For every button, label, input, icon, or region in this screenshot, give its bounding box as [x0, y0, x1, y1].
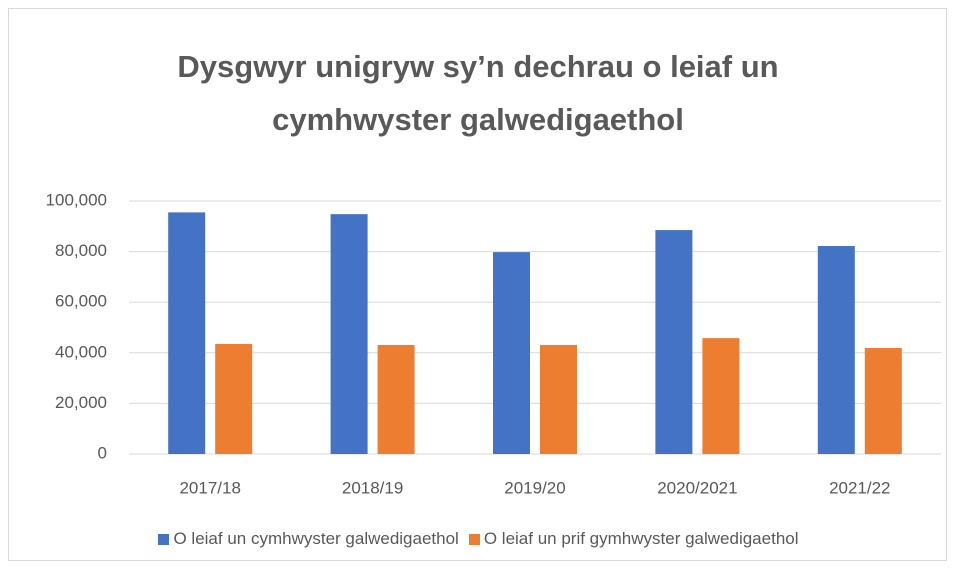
chart-title: Dysgwyr unigryw sy’n dechrau o leiaf un … [177, 49, 779, 137]
y-tick-label: 80,000 [55, 241, 107, 260]
y-tick-label: 20,000 [55, 393, 107, 412]
bar [655, 230, 693, 454]
x-tick-label: 2020/2021 [657, 478, 737, 497]
legend-swatch [158, 533, 170, 545]
bar [702, 338, 740, 454]
legend-item: O leiaf un cymhwyster galwedigaethol [158, 529, 459, 549]
y-tick-label: 0 [98, 443, 107, 462]
x-tick-label: 2017/18 [179, 478, 240, 497]
bar [540, 344, 577, 454]
x-tick-label: 2021/22 [829, 478, 890, 497]
bar [330, 214, 368, 454]
bar [168, 212, 206, 454]
x-tick-label: 2018/19 [342, 478, 403, 497]
legend: O leiaf un cymhwyster galwedigaethol O le… [0, 529, 957, 549]
bar [215, 343, 253, 454]
legend-label: O leiaf un prif gymhwyster galwedigaetho… [483, 529, 799, 548]
y-tick-label: 100,000 [46, 190, 107, 209]
bar [377, 344, 415, 454]
legend-swatch [468, 533, 480, 545]
bar [493, 252, 530, 454]
chart-frame [8, 8, 947, 561]
legend-label: O leiaf un cymhwyster galwedigaethol [173, 529, 459, 548]
x-tick-label: 2019/20 [504, 478, 565, 497]
bar [864, 347, 902, 454]
y-tick-label: 40,000 [55, 342, 107, 361]
y-tick-label: 60,000 [55, 292, 107, 311]
legend-item: O leiaf un prif gymhwyster galwedigaetho… [468, 529, 799, 549]
bar [817, 246, 855, 454]
